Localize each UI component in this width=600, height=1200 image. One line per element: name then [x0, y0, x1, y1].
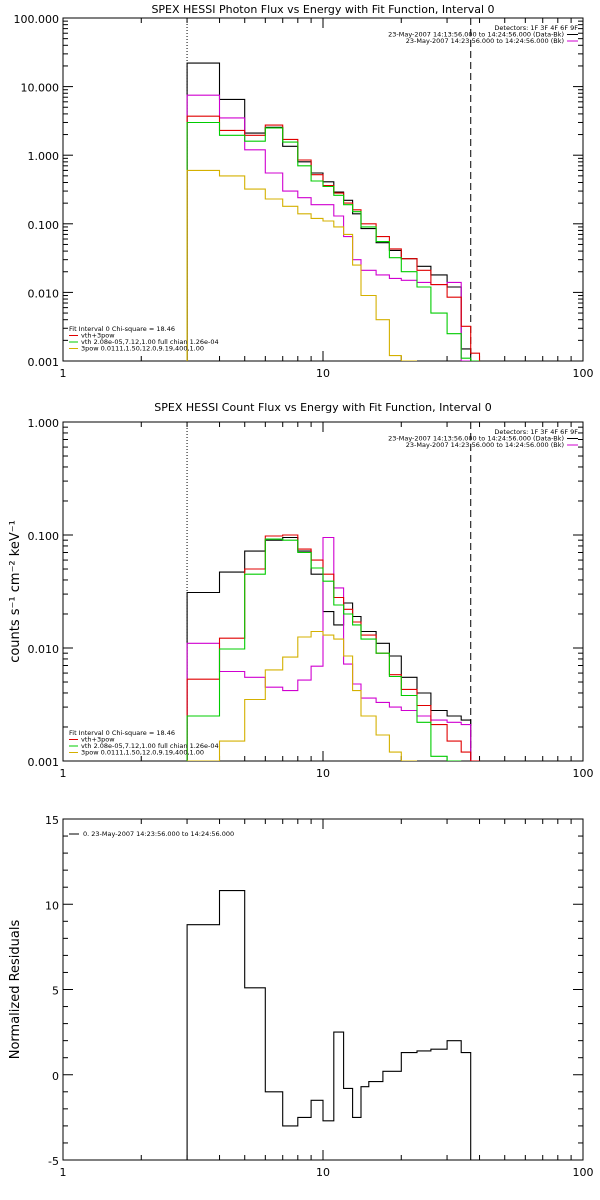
x-tick-label: 100	[573, 1166, 594, 1179]
y-tick-label: 0.010	[28, 643, 60, 656]
series-line-3pow	[186, 169, 417, 361]
series-line-3pow	[187, 630, 417, 761]
chart-panel-3: 1 10 100 -5 0 5 10 15 Normalized Residuals 0. 23-…	[8, 814, 594, 1179]
series-line-vth	[186, 538, 462, 761]
y-axis-label: counts s⁻¹ cm⁻² keV⁻¹	[8, 520, 23, 663]
series-line-data-bk	[186, 62, 472, 361]
series-line-vth-3pow	[186, 115, 481, 361]
chart-title: SPEX HESSI Photon Flux vs Energy with Fi…	[151, 3, 494, 16]
x-tick-label: 1	[60, 367, 67, 380]
fit-legend-line: vth+3pow	[81, 332, 115, 340]
residual-legend-line: 0. 23-May-2007 14:23:56.000 to 14:24:56.…	[83, 830, 234, 838]
y-tick-label: 15	[45, 814, 59, 827]
y-tick-label: 0.001	[28, 756, 60, 769]
y-tick-label: 100.000	[14, 13, 60, 26]
fit-legend-line: vth 2.08e-05,7.12,1.00 full chian 1.26e-…	[81, 742, 219, 750]
header-legend-line: Detectors: 1F 3F 4F 6F 9F	[494, 428, 578, 436]
x-tick-label: 1	[60, 1166, 67, 1179]
fit-legend-line: Fit Interval 0 Chi-square = 18.46	[69, 325, 175, 333]
fit-legend-line: 3pow 0.0111,1.50,12.0,9.19,400,1.00	[81, 749, 204, 757]
y-tick-label: 5	[52, 985, 59, 998]
fit-legend-line: vth 2.08e-05,7.12,1.00 full chian 1.26e-…	[81, 338, 219, 346]
x-tick-label: 100	[573, 767, 594, 780]
fit-legend-line: 3pow 0.0111,1.50,12.0,9.19,400,1.00	[81, 345, 204, 353]
header-legend-line: 23-May-2007 14:13:56.000 to 14:24:56.000…	[388, 31, 564, 39]
chart-title: SPEX HESSI Count Flux vs Energy with Fit…	[154, 401, 491, 414]
x-tick-label: 10	[316, 767, 330, 780]
y-tick-label: 10.000	[21, 82, 60, 95]
header-legend-line: 23-May-2007 14:23:56.000 to 14:24:56.000…	[406, 441, 564, 449]
y-tick-label: -5	[48, 1155, 59, 1168]
x-tick-label: 10	[316, 1166, 330, 1179]
chart-panel-2: SPEX HESSI Count Flux vs Energy with Fit…	[8, 401, 594, 780]
header-legend-line: Detectors: 1F 3F 4F 6F 9F	[494, 24, 578, 32]
y-tick-label: 0.100	[28, 530, 60, 543]
fit-legend-line: vth+3pow	[81, 736, 115, 744]
header-legend-line: 23-May-2007 14:23:56.000 to 14:24:56.000…	[406, 37, 564, 45]
y-tick-label: 1.000	[28, 150, 60, 163]
y-axis-label: Normalized Residuals	[8, 920, 23, 1060]
y-tick-label: 1.000	[28, 417, 60, 430]
y-tick-label: 0.001	[28, 356, 60, 369]
plot-frame	[62, 17, 584, 362]
chart-panel-1: SPEX HESSI Photon Flux vs Energy with Fi…	[14, 3, 594, 380]
y-tick-label: 0.010	[28, 287, 60, 300]
x-tick-label: 10	[316, 367, 330, 380]
y-tick-label: 10	[45, 899, 59, 912]
series-line-vth-3pow	[186, 534, 480, 761]
header-legend-line: 23-May-2007 14:13:56.000 to 14:24:56.000…	[388, 435, 564, 443]
y-tick-label: 0.100	[28, 219, 60, 232]
y-tick-label: 0	[52, 1070, 59, 1083]
x-tick-label: 1	[60, 767, 67, 780]
series-line-residuals	[186, 890, 472, 1160]
series-line-vth	[186, 121, 480, 361]
fit-legend-line: Fit Interval 0 Chi-square = 18.46	[69, 729, 175, 737]
x-tick-label: 100	[573, 367, 594, 380]
